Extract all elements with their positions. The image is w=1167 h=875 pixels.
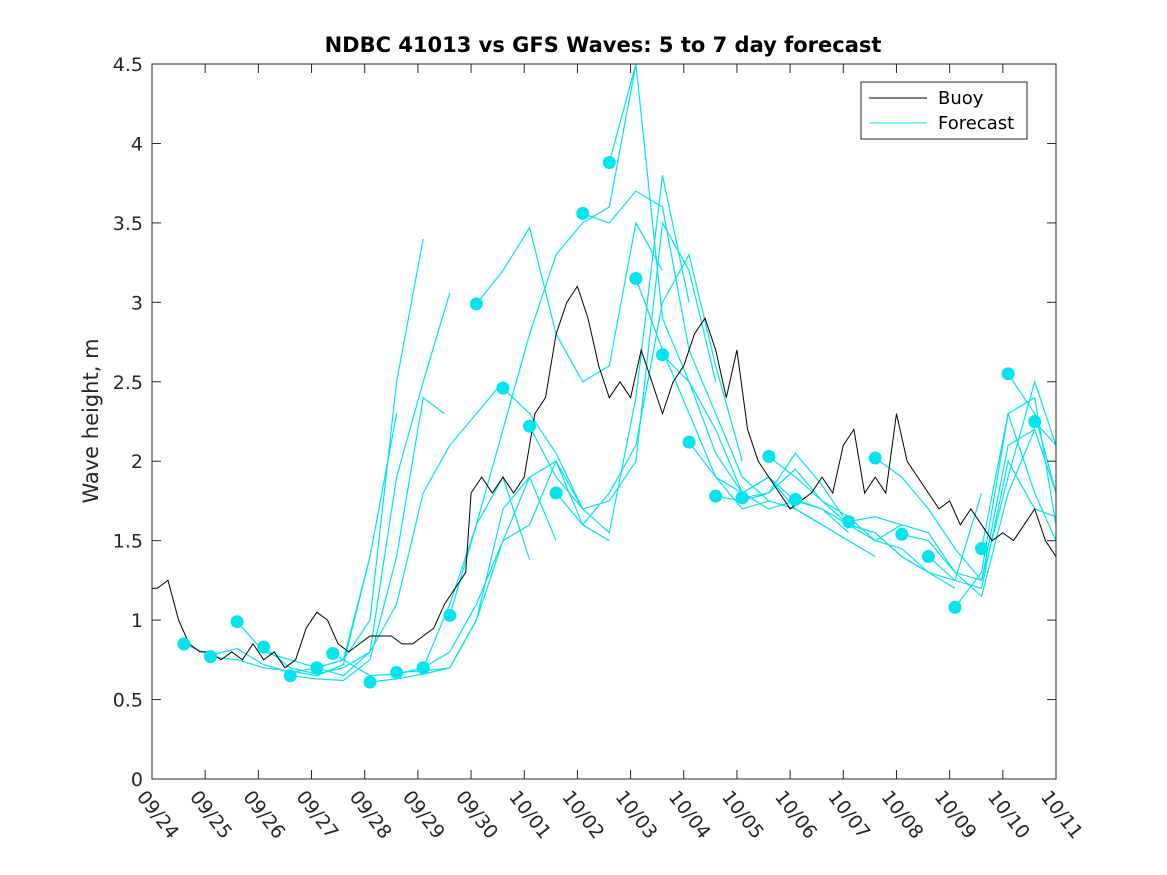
forecast-series-line <box>874 379 1057 582</box>
forecast-series-line <box>555 253 743 526</box>
forecast-series-line <box>475 221 664 383</box>
buoy-series-line <box>152 285 1057 669</box>
forecast-series-line <box>236 238 424 669</box>
x-tick-label: 10/03 <box>611 787 662 844</box>
forecast-point <box>326 646 340 660</box>
x-tick-label: 09/25 <box>185 787 236 844</box>
forecast-series-line <box>422 459 610 669</box>
legend-label-forecast: Forecast <box>938 113 1014 134</box>
forecast-point <box>655 348 669 362</box>
x-axis-ticks: 09/24 09/25 09/26 09/27 09/28 09/29 09/30 10/01… <box>132 64 1087 843</box>
x-tick-label: 10/04 <box>664 787 715 844</box>
forecast-point <box>469 297 483 311</box>
forecast-point <box>842 515 856 529</box>
x-tick-label: 10/07 <box>823 787 874 844</box>
x-tick-label: 10/06 <box>770 787 821 844</box>
x-tick-label: 09/26 <box>238 787 289 844</box>
forecast-point <box>975 542 989 556</box>
forecast-series-line <box>635 278 823 526</box>
forecast-point <box>230 615 244 629</box>
y-tick-label: 4 <box>131 133 143 155</box>
legend-box <box>860 81 1028 140</box>
forecast-point <box>602 156 616 170</box>
forecast-point <box>177 637 191 651</box>
legend: Buoy Forecast <box>860 81 1028 140</box>
y-tick-label: 4.5 <box>113 54 143 76</box>
forecast-point <box>416 661 430 675</box>
forecast-point <box>310 661 324 675</box>
forecast-series-line <box>332 475 531 677</box>
forecast-point <box>921 550 935 564</box>
x-tick-label: 09/28 <box>345 787 396 844</box>
x-tick-label: 09/29 <box>398 787 449 844</box>
forecast-point <box>735 491 749 505</box>
forecast-series-line <box>290 396 445 682</box>
y-axis-ticks: 0 0.5 1 1.5 2 2.5 3 3.5 4 4.5 <box>113 54 1056 791</box>
x-tick-label: 10/02 <box>557 787 608 844</box>
forecast-point <box>443 608 457 622</box>
x-tick-label: 09/30 <box>451 787 502 844</box>
forecast-lines <box>183 63 1057 683</box>
forecast-point <box>1001 367 1015 381</box>
y-tick-label: 3 <box>131 292 143 314</box>
forecast-series-line <box>449 63 637 616</box>
forecast-point <box>629 272 643 285</box>
forecast-series-line <box>582 190 770 502</box>
forecast-series-line <box>795 492 983 582</box>
forecast-series-line <box>848 428 1036 582</box>
forecast-point <box>203 650 217 664</box>
y-tick-label: 1.5 <box>113 531 143 553</box>
forecast-point <box>788 492 802 506</box>
forecast-series-line <box>316 381 504 677</box>
forecast-point <box>257 640 271 654</box>
plot-frame <box>151 63 1057 780</box>
plot-area <box>152 63 1057 689</box>
forecast-series-line <box>369 475 557 683</box>
x-tick-label: 09/27 <box>292 787 343 844</box>
forecast-point <box>948 600 962 614</box>
y-tick-label: 0.5 <box>113 690 143 712</box>
forecast-point <box>1028 415 1042 428</box>
forecast-series-line <box>263 292 451 675</box>
forecast-point <box>682 435 696 449</box>
x-tick-label: 09/24 <box>132 787 183 844</box>
y-tick-label: 0 <box>131 769 143 791</box>
x-tick-label: 10/01 <box>504 787 555 844</box>
forecast-markers <box>177 156 1042 689</box>
x-tick-label: 10/09 <box>930 787 981 844</box>
x-tick-label: 10/11 <box>1036 787 1087 844</box>
forecast-point <box>576 206 590 220</box>
forecast-point <box>762 449 776 463</box>
y-tick-label: 2.5 <box>113 372 143 394</box>
y-tick-label: 3.5 <box>113 213 143 235</box>
forecast-series-line <box>210 413 398 677</box>
y-tick-label: 1 <box>131 610 143 632</box>
forecast-point <box>283 669 297 683</box>
y-axis-label: Wave height, m <box>79 338 103 503</box>
forecast-point <box>549 486 563 500</box>
forecast-point <box>868 451 882 465</box>
forecast-point <box>895 527 909 541</box>
forecast-series-line <box>927 459 1057 590</box>
x-tick-label: 10/08 <box>877 787 928 844</box>
x-tick-label: 10/10 <box>983 787 1034 844</box>
buoy-line <box>152 285 1057 669</box>
forecast-point <box>390 666 404 680</box>
x-tick-label: 10/05 <box>717 787 768 844</box>
forecast-series-line <box>1007 373 1057 494</box>
forecast-point <box>363 675 377 689</box>
forecast-series-line <box>901 427 1057 598</box>
forecast-series-line <box>768 456 956 589</box>
forecast-point <box>709 489 723 503</box>
legend-label-buoy: Buoy <box>938 88 984 109</box>
y-tick-label: 2 <box>131 451 143 473</box>
forecast-series-line <box>688 441 876 558</box>
chart-title: NDBC 41013 vs GFS Waves: 5 to 7 day fore… <box>325 33 882 57</box>
forecast-point <box>496 381 510 395</box>
forecast-point <box>523 419 537 433</box>
forecast-series-line <box>981 396 1057 549</box>
